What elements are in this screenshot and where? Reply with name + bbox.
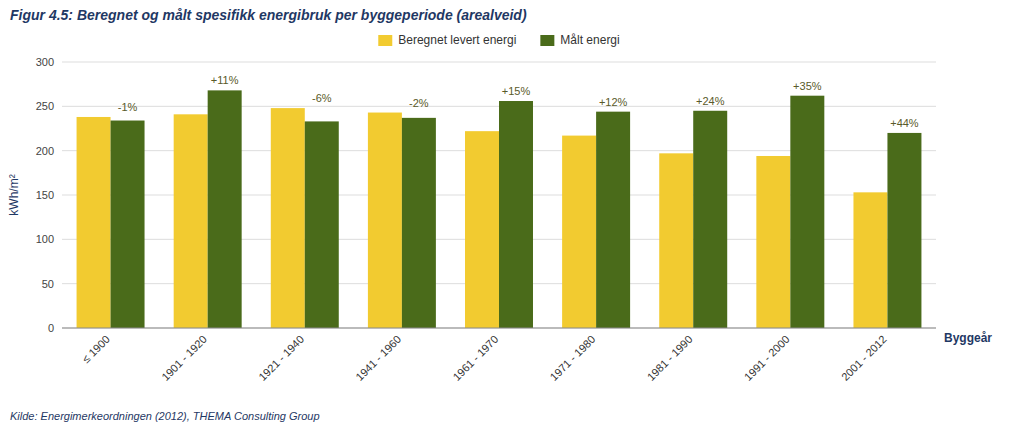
y-tick-label: 200	[36, 145, 54, 157]
legend-swatch	[378, 35, 392, 46]
bar	[756, 156, 790, 328]
bar	[887, 133, 921, 328]
bar	[208, 90, 242, 328]
bar	[77, 117, 111, 328]
legend-label: Målt energi	[560, 33, 619, 47]
x-tick-label: 2001 - 2012	[839, 333, 889, 383]
y-axis-label: kWh/m²	[7, 174, 21, 215]
grid-line	[62, 328, 936, 329]
bar	[659, 153, 693, 328]
x-tick-label: 1901 - 1920	[159, 333, 209, 383]
bar	[693, 111, 727, 328]
bar	[853, 192, 887, 328]
x-axis-line	[62, 328, 936, 329]
caption: Kilde: Energimerkeordningen (2012), THEM…	[10, 410, 320, 422]
x-tick-label: 1971 - 1980	[548, 333, 598, 383]
bars	[77, 90, 922, 328]
annotation: +35%	[793, 80, 822, 92]
annotation: +24%	[696, 95, 725, 107]
bar	[305, 121, 339, 328]
chart: Figur 4.5: Beregnet og målt spesifikk en…	[0, 0, 1014, 428]
legend: Beregnet levert energi Målt energi	[378, 33, 619, 47]
x-tick-label: 1941 - 1960	[353, 333, 403, 383]
legend-label: Beregnet levert energi	[398, 33, 516, 47]
annotation: +44%	[890, 117, 919, 129]
bar	[596, 112, 630, 328]
y-tick-label: 150	[36, 189, 54, 201]
bar	[271, 108, 305, 328]
annotation: +11%	[211, 74, 239, 86]
annotation: -6%	[312, 92, 332, 104]
grid	[62, 62, 936, 328]
y-tick-label: 250	[36, 100, 54, 112]
grid-line	[62, 62, 936, 63]
bar	[174, 114, 208, 328]
y-tick-label: 100	[36, 233, 54, 245]
bar	[465, 131, 499, 328]
bar	[111, 121, 145, 328]
annotation: -2%	[409, 97, 429, 109]
x-tick-label: 1961 - 1970	[450, 333, 500, 383]
x-tick-label: 1991 - 2000	[742, 333, 792, 383]
bar	[562, 136, 596, 328]
x-axis-label: Byggeår	[944, 331, 992, 345]
y-tick-label: 50	[42, 278, 54, 290]
bar	[402, 118, 436, 328]
title: Figur 4.5: Beregnet og målt spesifikk en…	[10, 7, 527, 23]
bar	[790, 96, 824, 328]
y-tick-label: 0	[48, 322, 54, 334]
annotation: -1%	[118, 101, 138, 113]
bar	[368, 113, 402, 328]
x-tick-label: 1921 - 1940	[256, 333, 306, 383]
legend-item: Målt energi	[540, 33, 619, 47]
legend-swatch	[540, 35, 554, 46]
legend-item: Beregnet levert energi	[378, 33, 516, 47]
x-tick-label: ≤ 1900	[80, 333, 112, 365]
bar	[499, 101, 533, 328]
x-tick-label: 1981 - 1990	[645, 333, 695, 383]
annotation: +12%	[599, 96, 628, 108]
y-tick-label: 300	[36, 56, 54, 68]
annotation: +15%	[502, 85, 531, 97]
